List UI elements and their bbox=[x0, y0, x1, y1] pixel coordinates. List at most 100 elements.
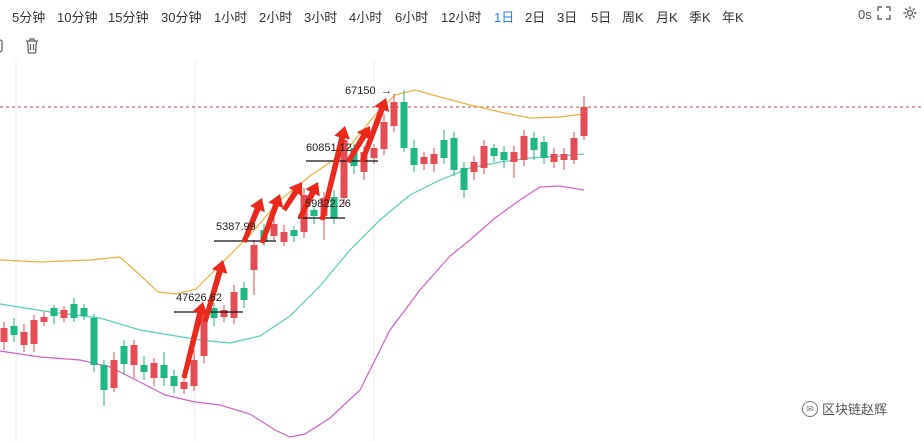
candle-body bbox=[0, 328, 8, 342]
candle-body bbox=[230, 292, 238, 318]
candle-body bbox=[70, 304, 78, 318]
candle-body bbox=[540, 142, 548, 158]
candle-body bbox=[430, 154, 438, 164]
candle-body bbox=[80, 308, 88, 316]
candle-body bbox=[290, 230, 298, 236]
interval-季K[interactable]: 季K bbox=[689, 10, 711, 25]
candle bbox=[420, 152, 428, 170]
interval-toolbar: 5分钟 10分钟 15分钟 30分钟 1小时 2小时 3小时 4小时 6小时 12小时 1日 2日 3日… bbox=[0, 0, 924, 30]
price-annotation: 47626.62 bbox=[176, 292, 222, 304]
price-annotation: 5387.99 bbox=[216, 221, 256, 233]
candle-body bbox=[440, 140, 448, 158]
candle bbox=[280, 225, 288, 246]
interval-3小时[interactable]: 3小时 bbox=[304, 10, 338, 25]
candle-body bbox=[330, 197, 338, 218]
watermark-text: 区块链赵辉 bbox=[822, 402, 888, 417]
watermark-logo-icon: ✉ bbox=[802, 400, 818, 417]
candle bbox=[430, 148, 438, 172]
arrow-annotation bbox=[181, 302, 208, 379]
arrow-annotation bbox=[241, 198, 265, 243]
arrow-annotation bbox=[259, 193, 284, 244]
candle bbox=[250, 240, 258, 295]
candle-body bbox=[220, 310, 228, 317]
candle bbox=[20, 324, 28, 352]
candle bbox=[210, 303, 218, 326]
interval-15分钟[interactable]: 15分钟 bbox=[108, 10, 149, 25]
candle-body bbox=[170, 376, 178, 386]
candle-body bbox=[550, 154, 558, 162]
arrow-shape bbox=[241, 198, 265, 243]
candle bbox=[110, 352, 118, 392]
candle-body bbox=[210, 308, 218, 318]
interval-30分钟[interactable]: 30分钟 bbox=[161, 10, 202, 25]
candle-body bbox=[30, 320, 38, 344]
candle bbox=[490, 144, 498, 162]
settings-icon[interactable] bbox=[902, 5, 918, 21]
candle-body bbox=[120, 346, 128, 364]
candle bbox=[60, 306, 68, 322]
candle-body bbox=[140, 365, 148, 372]
fullscreen-icon[interactable] bbox=[876, 5, 892, 21]
candle bbox=[580, 96, 588, 140]
drawing-tool-icon[interactable] bbox=[0, 37, 6, 55]
candle bbox=[480, 140, 488, 174]
interval-6小时[interactable]: 6小时 bbox=[395, 10, 429, 25]
candle-body bbox=[270, 224, 278, 236]
candle bbox=[140, 356, 148, 380]
candle bbox=[510, 146, 518, 178]
interval-月K[interactable]: 月K bbox=[656, 10, 678, 25]
upper-band bbox=[0, 89, 585, 295]
candle-body bbox=[150, 363, 158, 378]
arrow-annotation bbox=[297, 182, 320, 220]
interval-1小时[interactable]: 1小时 bbox=[214, 10, 248, 25]
candle bbox=[40, 312, 48, 326]
candle-body bbox=[480, 146, 488, 168]
candle bbox=[80, 304, 88, 320]
candle bbox=[520, 130, 528, 166]
watermark: ✉ 区块链赵辉 bbox=[802, 399, 887, 418]
interval-1日[interactable]: 1日 bbox=[494, 10, 515, 25]
delete-icon[interactable] bbox=[24, 37, 40, 55]
price-annotation: 59822.26 bbox=[305, 198, 351, 210]
candle-body bbox=[470, 162, 478, 172]
interval-2日[interactable]: 2日 bbox=[525, 10, 546, 25]
candle-body bbox=[60, 310, 68, 318]
candle bbox=[240, 282, 248, 308]
interval-12小时[interactable]: 12小时 bbox=[441, 10, 482, 25]
interval-周K[interactable]: 周K bbox=[622, 10, 644, 25]
candle bbox=[0, 322, 8, 350]
candle bbox=[50, 305, 58, 324]
lower-band bbox=[0, 185, 585, 438]
candlestick-chart[interactable]: 67150 60851.12 5387.99 59822.26 47626.62 → bbox=[0, 60, 924, 441]
interval-年K[interactable]: 年K bbox=[722, 10, 744, 25]
arrow-shape bbox=[359, 98, 390, 163]
candle-body bbox=[240, 288, 248, 300]
candle bbox=[310, 206, 318, 224]
interval-2小时[interactable]: 2小时 bbox=[259, 10, 293, 25]
candle bbox=[170, 370, 178, 393]
candle bbox=[90, 314, 98, 372]
interval-4小时[interactable]: 4小时 bbox=[349, 10, 383, 25]
interval-3日[interactable]: 3日 bbox=[557, 10, 578, 25]
interval-5分钟[interactable]: 5分钟 bbox=[12, 10, 46, 25]
arrow-shape bbox=[297, 182, 320, 220]
candle-body bbox=[410, 148, 418, 165]
candle-body bbox=[110, 360, 118, 388]
arrow-shape bbox=[259, 193, 284, 244]
countdown-text: 0s bbox=[858, 7, 872, 22]
candle-body bbox=[20, 332, 28, 345]
candle bbox=[220, 305, 228, 322]
candle bbox=[270, 216, 278, 240]
interval-10分钟[interactable]: 10分钟 bbox=[57, 10, 98, 25]
interval-5日[interactable]: 5日 bbox=[591, 10, 612, 25]
candle bbox=[540, 136, 548, 164]
price-annotation: 67150 bbox=[345, 85, 376, 97]
candle-body bbox=[420, 157, 428, 164]
price-annotation: 60851.12 bbox=[306, 142, 352, 154]
arrow-annotation bbox=[281, 182, 303, 212]
candle bbox=[560, 148, 568, 170]
candle-body bbox=[370, 148, 378, 158]
candle bbox=[500, 146, 508, 168]
candle bbox=[410, 140, 418, 172]
candle-body bbox=[280, 232, 288, 242]
